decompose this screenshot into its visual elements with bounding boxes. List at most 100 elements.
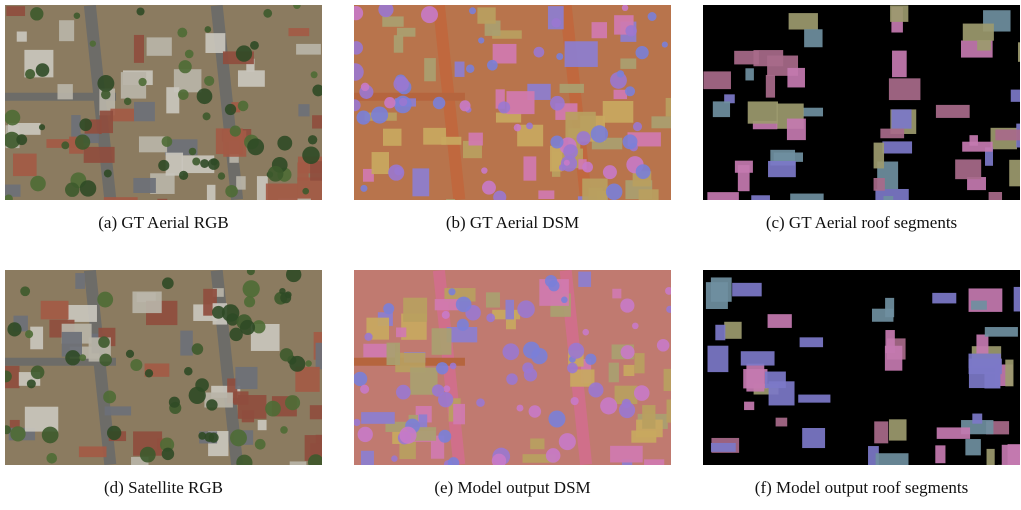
tree [184, 367, 193, 376]
roof [578, 271, 592, 287]
roof [962, 23, 994, 41]
tree [481, 180, 496, 195]
tree [354, 371, 368, 387]
tree [399, 97, 408, 107]
tree [622, 134, 638, 150]
tree [130, 359, 143, 372]
tree [478, 37, 485, 44]
roof [610, 445, 643, 463]
roof [538, 190, 555, 200]
tree [354, 418, 361, 427]
tree [235, 45, 253, 62]
tree [312, 84, 322, 97]
tree [360, 82, 370, 92]
roof [744, 401, 755, 411]
tree [632, 322, 639, 330]
roof [752, 120, 778, 130]
tree [293, 5, 301, 10]
roof [977, 40, 991, 51]
tree [229, 429, 247, 447]
tree [242, 280, 260, 298]
roof [932, 292, 957, 304]
roof [366, 317, 390, 340]
roof [747, 101, 779, 124]
roof [967, 177, 986, 191]
roof [446, 198, 456, 200]
roof [30, 326, 44, 350]
roof [396, 27, 416, 37]
roof [804, 29, 823, 48]
tree [516, 404, 524, 412]
roof [265, 183, 298, 200]
tree [103, 169, 112, 178]
tree [79, 118, 93, 132]
roof [892, 50, 907, 78]
roof [235, 366, 258, 390]
tree [561, 296, 568, 304]
tree [195, 378, 209, 392]
tree [633, 385, 650, 401]
tree [570, 396, 579, 406]
tree [79, 354, 87, 362]
roof [180, 330, 193, 356]
tree [502, 343, 520, 361]
tree [38, 124, 46, 131]
roof [634, 353, 645, 374]
tree [177, 89, 189, 100]
tree [226, 313, 239, 326]
roof [880, 128, 905, 139]
roof [57, 84, 73, 100]
tree [144, 369, 154, 378]
tree [61, 141, 70, 150]
tree [280, 426, 288, 434]
tree [35, 63, 50, 77]
tree [289, 355, 306, 372]
roof [257, 420, 267, 431]
tree [635, 46, 649, 60]
roof [133, 34, 144, 63]
roof [775, 417, 788, 427]
tree [548, 410, 566, 428]
tree [204, 432, 215, 443]
roof [138, 136, 168, 153]
tree [310, 71, 318, 79]
tree [246, 270, 255, 276]
roof [935, 445, 946, 464]
caption: (c) GT Aerial roof segments [766, 213, 957, 232]
tree [493, 190, 507, 200]
tree [517, 300, 535, 318]
roof [412, 168, 430, 197]
roof [132, 291, 162, 314]
tree [582, 161, 593, 173]
tree [125, 349, 135, 358]
tree [191, 343, 204, 355]
tree [506, 373, 518, 385]
roof [666, 399, 671, 423]
roof [620, 58, 637, 69]
tree [447, 457, 460, 465]
roof [955, 159, 982, 180]
tree [97, 75, 115, 92]
tree [621, 5, 629, 12]
tree [656, 339, 670, 352]
tree [200, 159, 209, 168]
roof [165, 152, 184, 176]
roof [715, 324, 726, 341]
roof [360, 450, 374, 465]
roof [984, 327, 1018, 337]
roof [767, 314, 792, 328]
tree [443, 385, 451, 393]
tree [600, 397, 618, 415]
tree [89, 40, 97, 47]
roof [1010, 89, 1020, 102]
tree [356, 110, 371, 125]
roof [873, 142, 885, 169]
roof [492, 43, 517, 64]
tree [159, 437, 175, 452]
tree [98, 336, 110, 348]
roof [788, 13, 818, 30]
tree [99, 353, 112, 367]
tree [551, 18, 561, 28]
tree [212, 305, 225, 319]
roof [83, 146, 115, 163]
